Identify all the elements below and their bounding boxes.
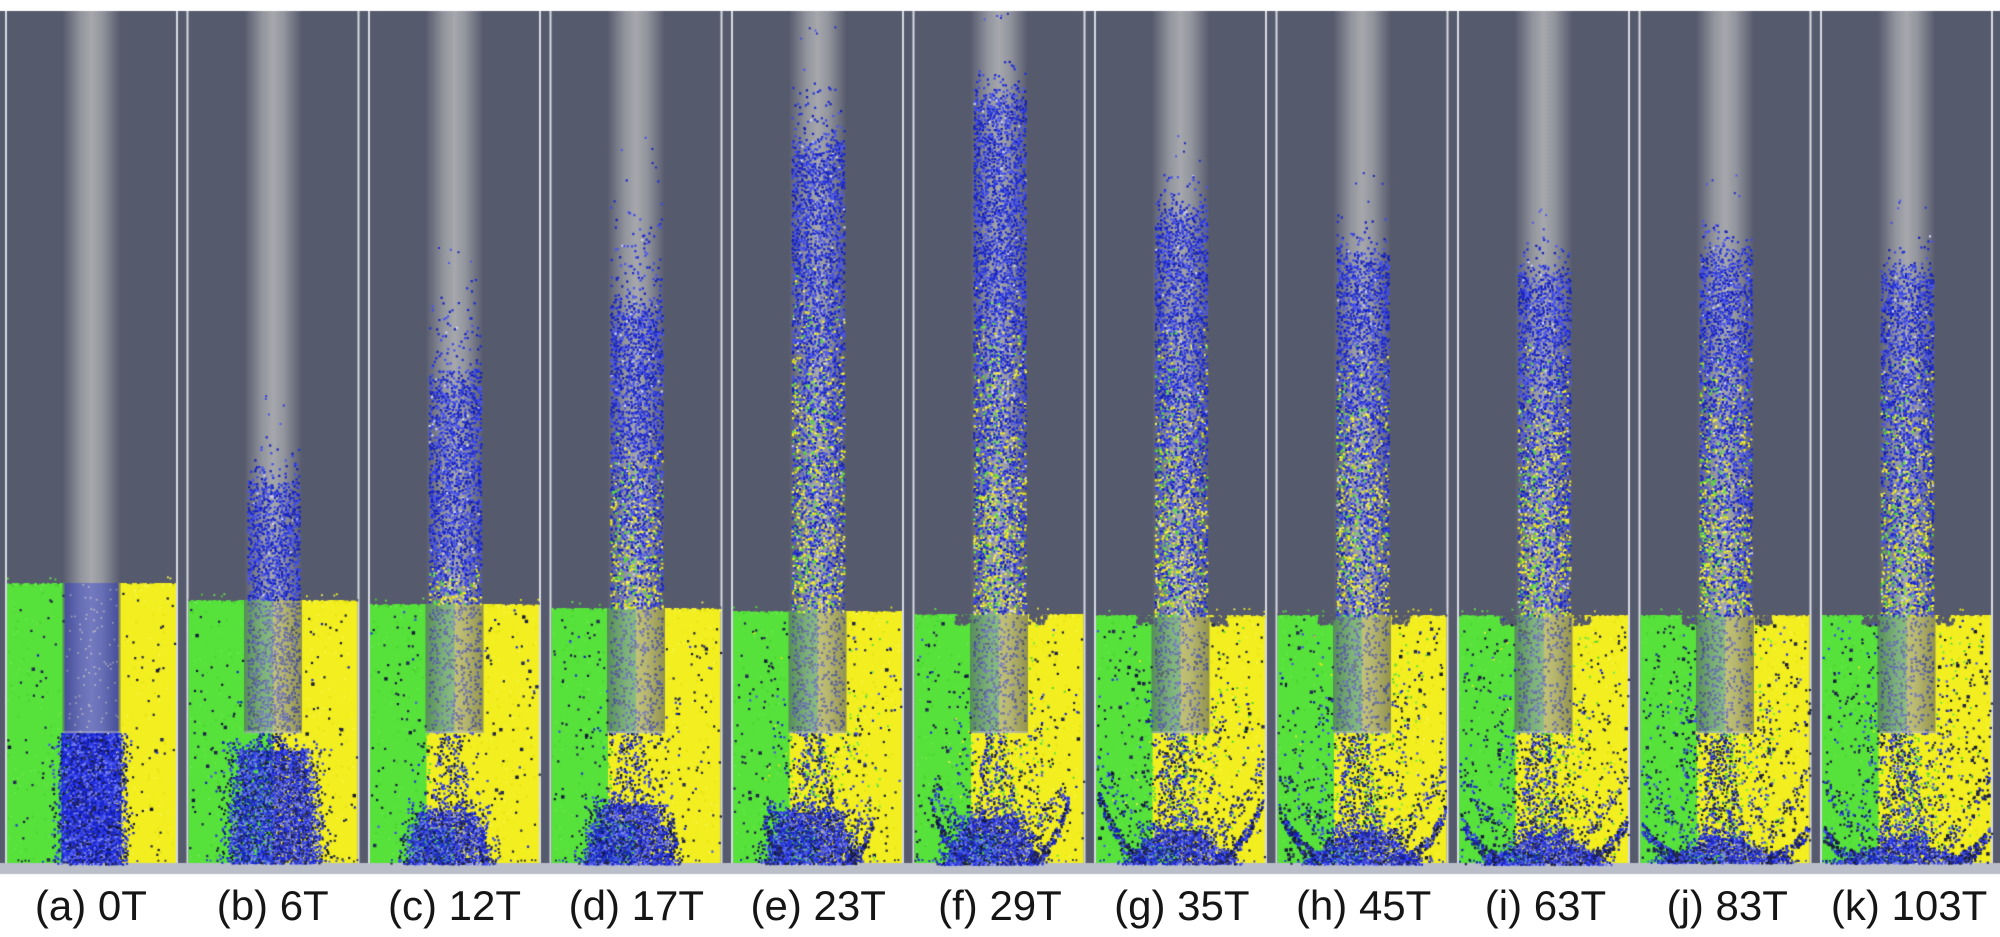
panel-region-a xyxy=(0,11,182,863)
panel-region-e xyxy=(727,11,909,863)
panel-label-h: (h) 45T xyxy=(1295,881,1432,929)
panel-region-f xyxy=(909,11,1091,863)
panel-region-i xyxy=(1455,11,1637,863)
panel-region-j xyxy=(1636,11,1818,863)
panel-region-h xyxy=(1273,11,1455,863)
panel-region-g xyxy=(1091,11,1273,863)
panel-label-a: (a) 0T xyxy=(34,881,147,929)
panel-label-j: (j) 83T xyxy=(1666,881,1788,929)
panel-label-c: (c) 12T xyxy=(388,881,522,929)
panel-region-d xyxy=(545,11,727,863)
panel-label-g: (g) 35T xyxy=(1114,881,1250,929)
caption-row: (a) 0T (b) 6T (c) 12T (d) 17T (e) 23T (f… xyxy=(0,874,2000,937)
panel-region-c xyxy=(364,11,546,863)
panel-label-d: (d) 17T xyxy=(568,881,705,929)
panel-label-i: (i) 63T xyxy=(1484,881,1607,929)
panel-regions xyxy=(0,11,2000,863)
panel-region-k xyxy=(1818,11,2000,863)
panel-label-f: (f) 29T xyxy=(938,881,1062,929)
panel-label-e: (e) 23T xyxy=(750,881,886,929)
panel-label-k: (k) 103T xyxy=(1830,881,1988,929)
panel-label-b: (b) 6T xyxy=(216,881,329,929)
panel-region-b xyxy=(182,11,364,863)
